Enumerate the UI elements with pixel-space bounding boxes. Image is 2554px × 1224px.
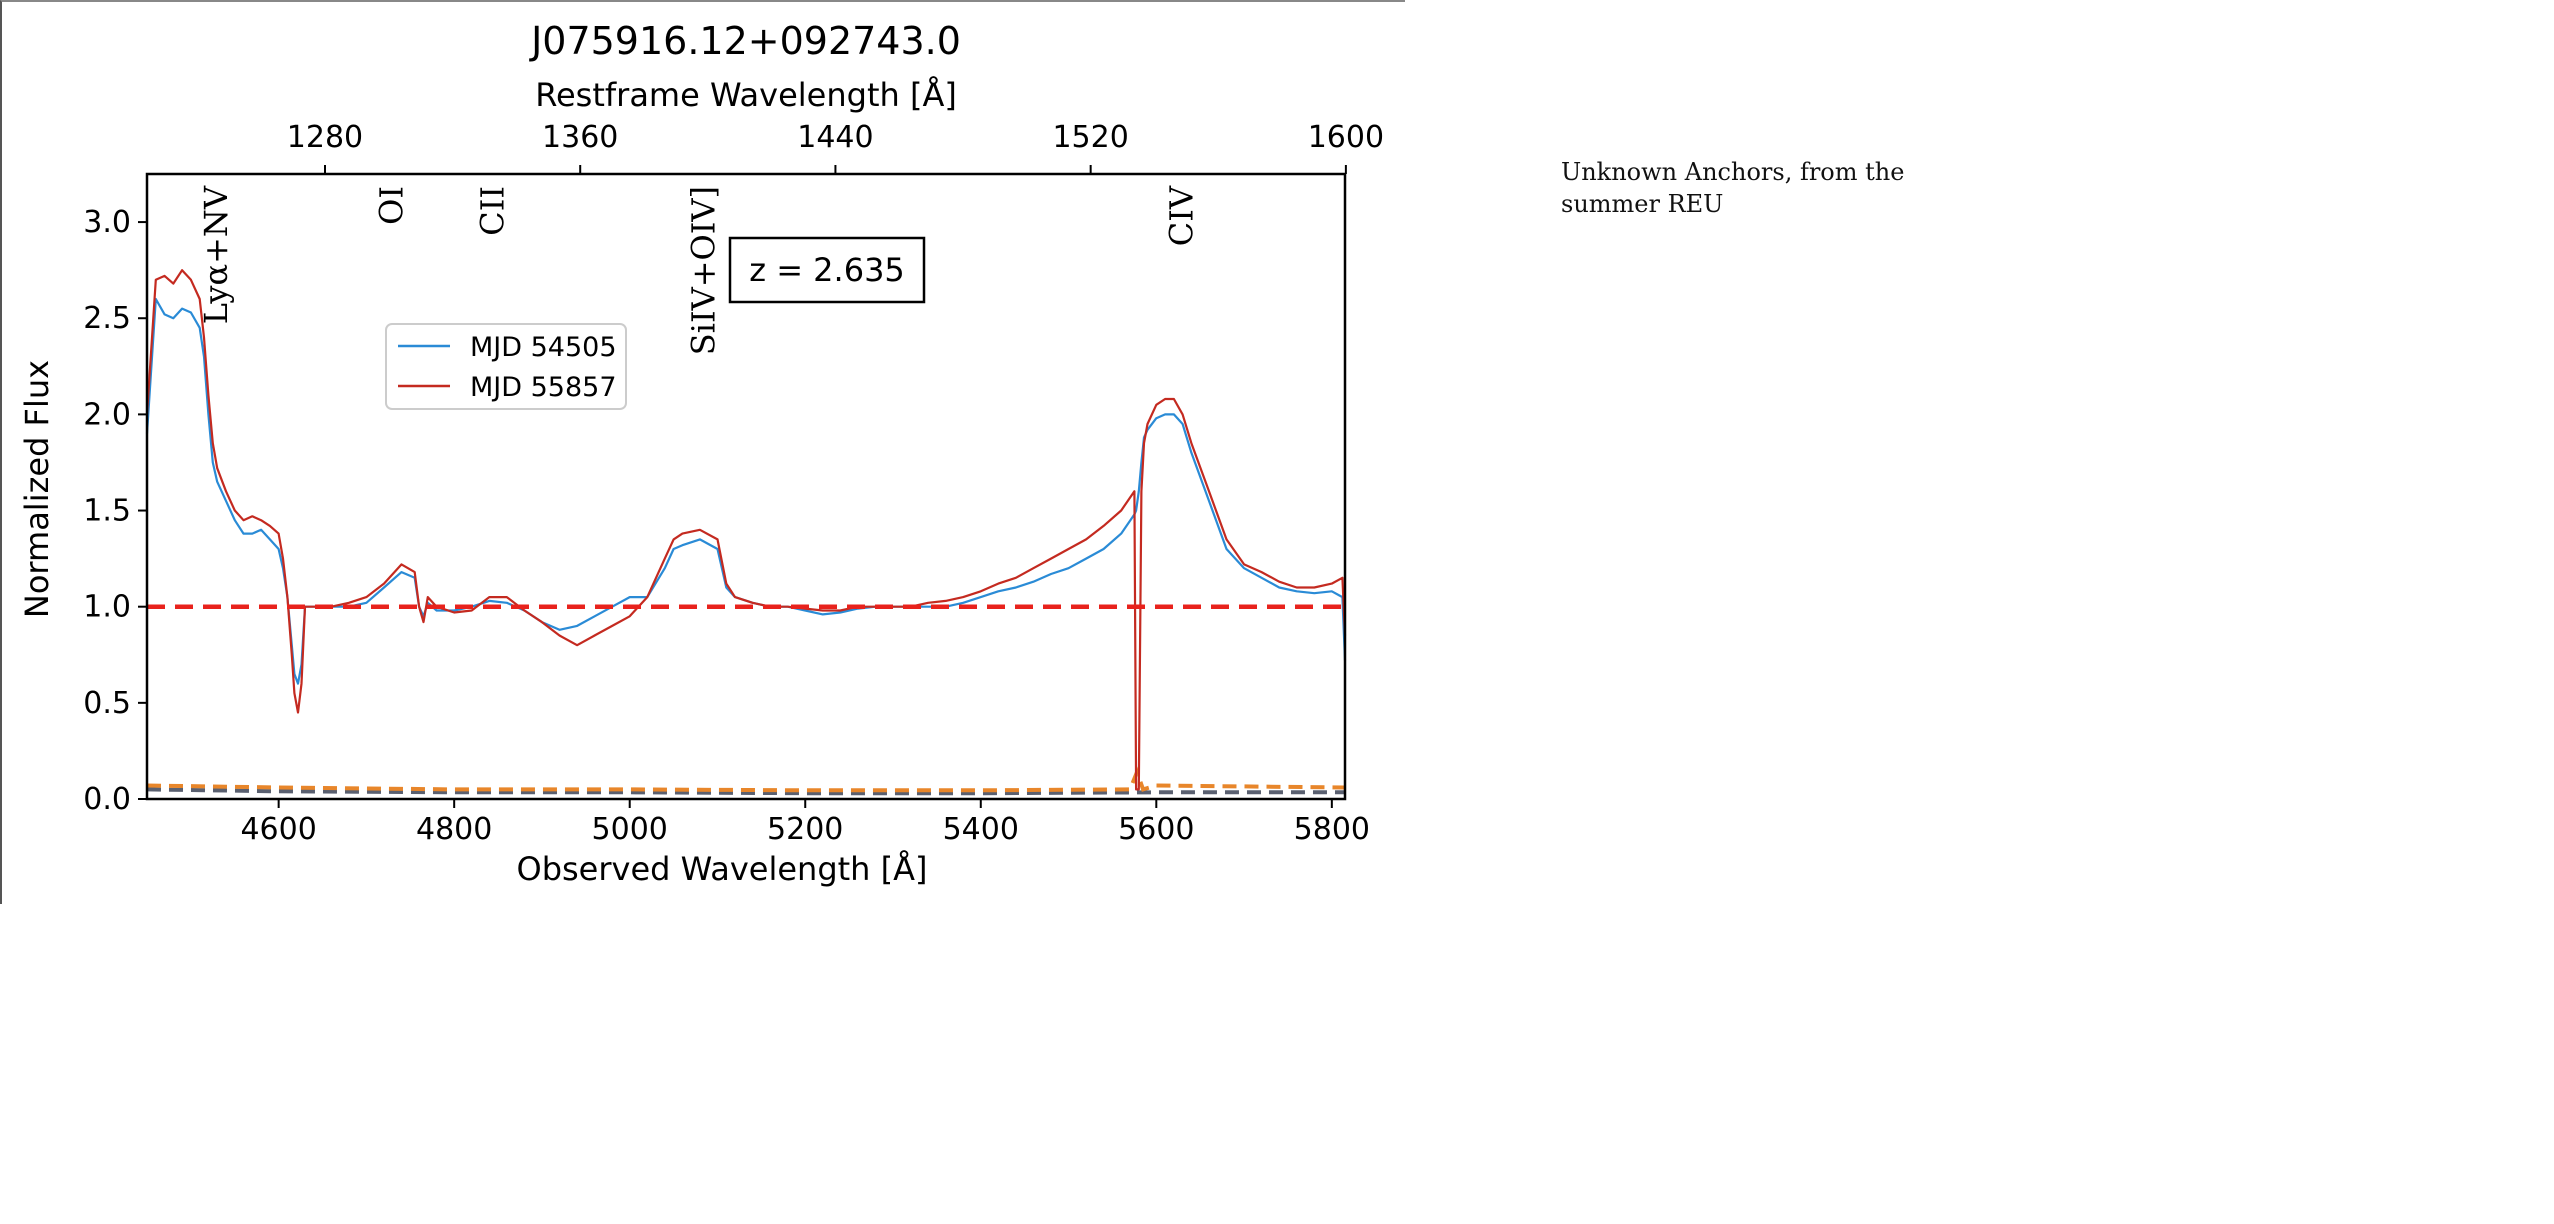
- top-x-tick-label: 1440: [797, 120, 873, 155]
- y-tick-label: 1.0: [83, 590, 131, 625]
- redshift-annotation: z = 2.635: [728, 236, 926, 304]
- x-tick-label: 5800: [1294, 812, 1370, 847]
- y-tick-label: 0.5: [83, 686, 131, 721]
- top-x-tick-label: 1520: [1052, 120, 1128, 155]
- x-axis-label: Observed Wavelength [Å]: [517, 850, 928, 888]
- x-tick-label: 5000: [592, 812, 668, 847]
- plot-area: 4600 4800 5000 5200 5400 5600 5800 0.0 0.5 1.0 1.5…: [83, 120, 1384, 847]
- error-line-2: [146, 787, 1345, 796]
- legend-label-2: MJD 55857: [470, 372, 617, 403]
- series-line-1: [145, 297, 1347, 685]
- plot-frame: [145, 172, 1347, 801]
- y-tick-label: 3.0: [83, 205, 131, 240]
- y-axis-label: Normalized Flux: [18, 360, 56, 618]
- legend-label-1: MJD 54505: [470, 332, 617, 363]
- line-label: Lyα+NV: [197, 185, 235, 324]
- x-tick-label: 5400: [943, 812, 1019, 847]
- error-line-1: [146, 766, 1346, 793]
- y-tick-label: 1.5: [83, 494, 131, 529]
- y-tick-label: 2.5: [83, 301, 131, 336]
- chart-title: J075916.12+092743.0: [529, 19, 961, 63]
- x-tick-label: 4800: [416, 812, 492, 847]
- figure-frame: [0, 0, 1405, 904]
- annotation-box: [728, 236, 926, 304]
- top-x-tick-label: 1600: [1308, 120, 1384, 155]
- x-tick-label: 4600: [240, 812, 316, 847]
- top-x-tick-label: 1360: [542, 120, 618, 155]
- x-tick-label: 5200: [767, 812, 843, 847]
- line-label: OI: [373, 186, 411, 225]
- line-label: CIV: [1163, 185, 1201, 246]
- side-note: Unknown Anchors, from the summer REU: [1561, 158, 1905, 218]
- line-label: SiIV+OIV]: [684, 186, 722, 355]
- series-line-2: [145, 269, 1347, 791]
- legend: MJD 54505 MJD 55857: [385, 323, 627, 410]
- y-tick-label: 2.0: [83, 397, 131, 432]
- top-x-tick-label: 1280: [287, 120, 363, 155]
- line-label: CII: [474, 186, 512, 236]
- x-tick-label: 5600: [1118, 812, 1194, 847]
- annotation-text: z = 2.635: [749, 251, 905, 289]
- spectrum-chart: J075916.12+092743.0 Restframe Wavelength…: [18, 19, 1384, 888]
- y-tick-label: 0.0: [83, 782, 131, 817]
- top-axis-label: Restframe Wavelength [Å]: [535, 76, 957, 114]
